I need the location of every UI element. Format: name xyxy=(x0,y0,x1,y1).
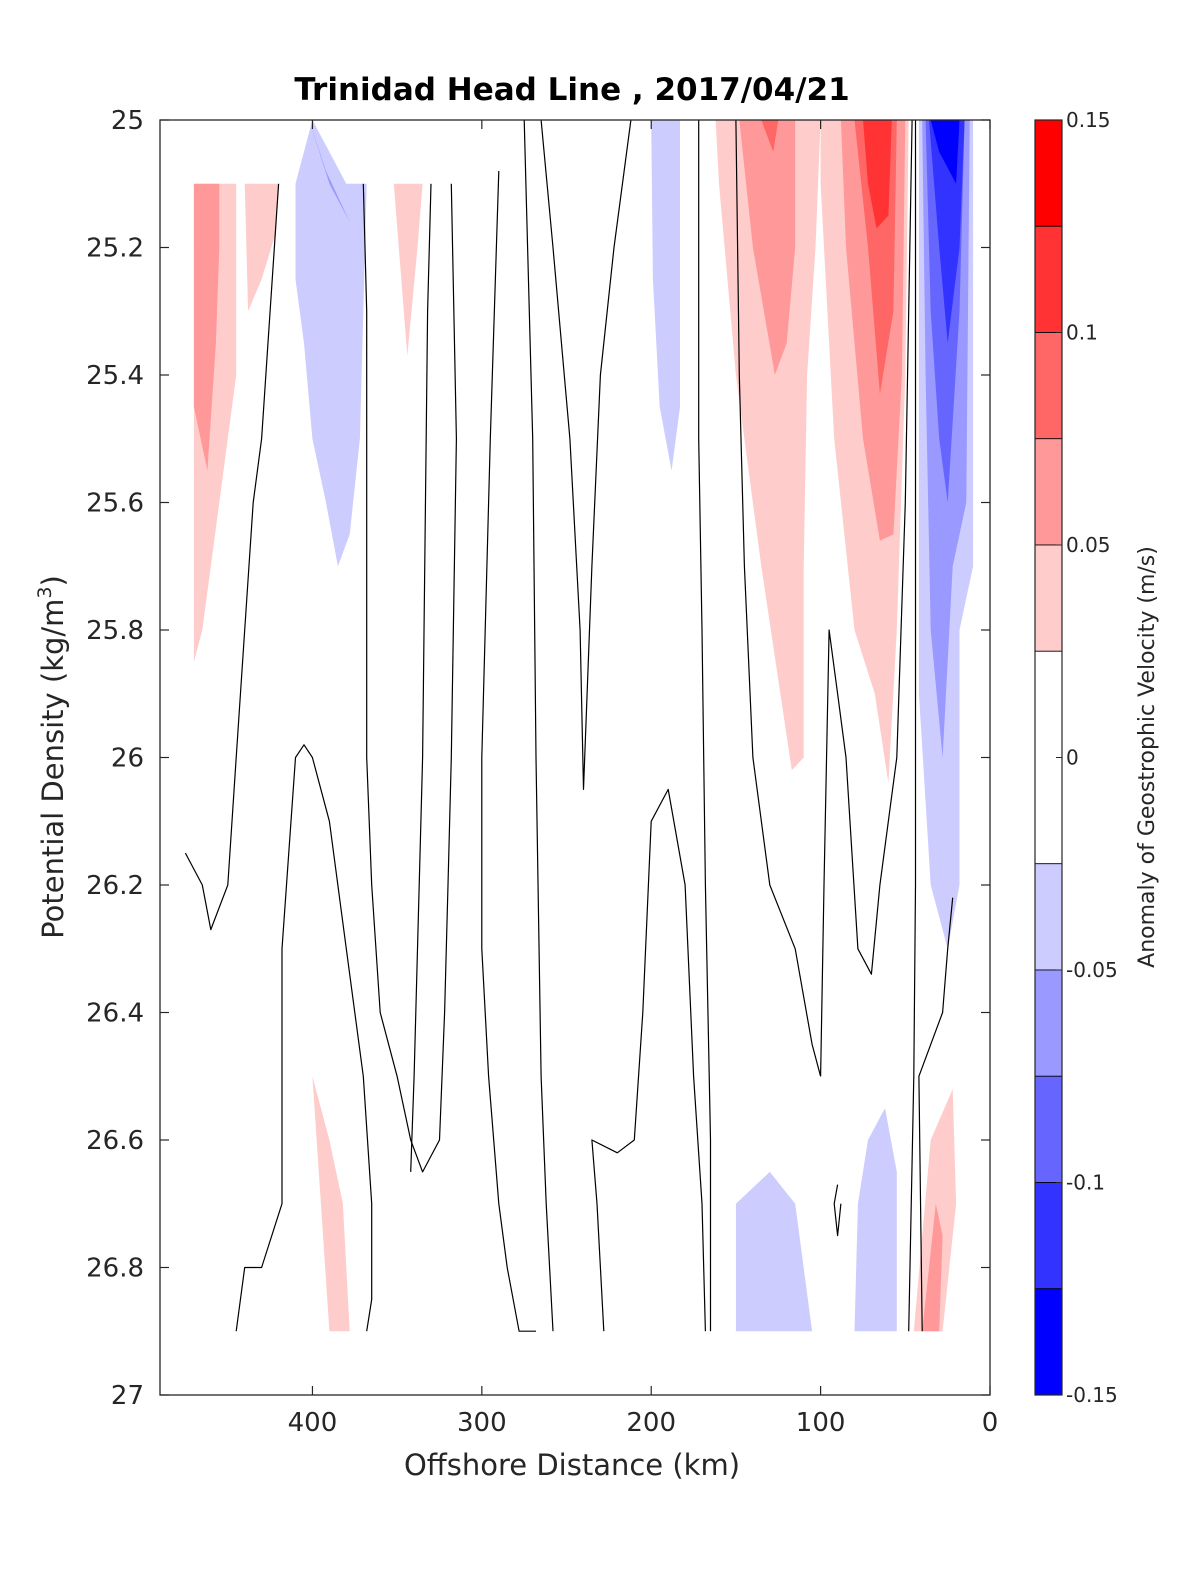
filled-region-22 xyxy=(913,1089,957,1332)
contour-line-10 xyxy=(820,120,913,1077)
x-tick-label: 300 xyxy=(457,1408,507,1438)
y-axis-label-suffix: ) xyxy=(36,575,70,586)
filled-region-7 xyxy=(715,120,821,771)
contour-line-13 xyxy=(918,897,954,1332)
x-tick-label: 0 xyxy=(982,1408,999,1438)
contour-line-1 xyxy=(235,744,373,1332)
y-tick-label: 27 xyxy=(111,1381,144,1411)
x-axis-ticks: 400 300 200 100 0 xyxy=(288,120,999,1438)
y-tick-label: 26.4 xyxy=(86,999,144,1029)
x-tick-label: 200 xyxy=(626,1408,676,1438)
colorbar-block-9 xyxy=(1034,1182,1063,1290)
y-tick-label: 25.4 xyxy=(86,361,144,391)
filled-region-18 xyxy=(930,120,960,184)
colorbar-tick-label: 0 xyxy=(1066,746,1079,770)
contour-line-8 xyxy=(698,120,712,1332)
y-tick-label: 25.2 xyxy=(86,234,144,264)
filled-region-23 xyxy=(922,1203,943,1332)
y-axis-label-main: Potential Density (kg/m xyxy=(36,599,70,939)
contour-line-4 xyxy=(481,170,536,1332)
contour-lines xyxy=(184,120,954,1332)
plot-area: 400 300 200 100 0 25 25.2 25.4 25.6 25.8 26 26.2 26… xyxy=(86,106,998,1438)
colorbar-block-4 xyxy=(1034,544,1063,652)
colorbar-tick-label: -0.1 xyxy=(1066,1171,1105,1195)
contour-line-12 xyxy=(908,120,917,1332)
filled-region-9 xyxy=(761,120,779,152)
y-tick-label: 25.8 xyxy=(86,616,144,646)
colorbar: 0.15 0.1 0.05 0 -0.05 -0.1 -0.15 xyxy=(1034,108,1118,1407)
filled-region-20 xyxy=(735,1171,813,1332)
filled-region-6 xyxy=(651,120,680,471)
colorbar-ticks: 0.15 0.1 0.05 0 -0.05 -0.1 -0.15 xyxy=(1056,108,1118,1407)
filled-region-5 xyxy=(393,183,423,356)
y-axis-ticks: 25 25.2 25.4 25.6 25.8 26 26.2 26.4 26.6 26.8 27 xyxy=(86,106,990,1411)
colorbar-block-8 xyxy=(1034,1075,1063,1183)
colorbar-label: Anomaly of Geostrophic Velocity (m/s) xyxy=(1135,546,1160,968)
contour-line-6 xyxy=(523,120,554,1332)
contour-line-9 xyxy=(735,120,822,1077)
contour-line-5 xyxy=(540,120,632,791)
colorbar-block-3 xyxy=(1034,438,1063,546)
x-axis-label: Offshore Distance (km) xyxy=(404,1448,740,1482)
contour-line-11 xyxy=(833,1184,842,1237)
colorbar-tick-label: -0.15 xyxy=(1066,1383,1118,1407)
chart-title: Trinidad Head Line , 2017/04/21 xyxy=(294,72,849,108)
colorbar-tick-label: 0.15 xyxy=(1066,108,1111,132)
colorbar-tick-label: 0.1 xyxy=(1066,321,1098,345)
contour-line-7 xyxy=(591,788,706,1332)
y-axis-label: Potential Density (kg/m3) xyxy=(34,575,70,939)
colorbar-tick-label: -0.05 xyxy=(1066,958,1118,982)
filled-region-8 xyxy=(739,120,796,375)
y-tick-label: 26.2 xyxy=(86,871,144,901)
colorbar-block-0 xyxy=(1034,119,1063,227)
filled-region-2 xyxy=(244,183,279,312)
y-axis-label-superscript: 3 xyxy=(34,586,56,598)
filled-contours xyxy=(193,120,974,1332)
y-tick-label: 26 xyxy=(111,744,144,774)
filled-region-13 xyxy=(863,120,892,229)
filled-region-3 xyxy=(295,120,367,567)
filled-region-19 xyxy=(312,1076,350,1332)
y-tick-label: 26.8 xyxy=(86,1254,144,1284)
filled-region-1 xyxy=(193,183,220,471)
colorbar-block-6 xyxy=(1034,863,1063,971)
x-tick-label: 400 xyxy=(288,1408,338,1438)
colorbar-tick-label: 0.05 xyxy=(1066,533,1111,557)
colorbar-block-2 xyxy=(1034,332,1063,440)
colorbar-blocks xyxy=(1034,119,1063,1396)
filled-region-21 xyxy=(854,1108,897,1332)
y-tick-label: 25.6 xyxy=(86,489,144,519)
y-tick-label: 26.6 xyxy=(86,1126,144,1156)
contour-line-2 xyxy=(362,183,457,1173)
x-tick-label: 100 xyxy=(796,1408,846,1438)
colorbar-block-10 xyxy=(1034,1288,1063,1396)
colorbar-block-7 xyxy=(1034,969,1063,1077)
colorbar-block-1 xyxy=(1034,225,1063,333)
y-tick-label: 25 xyxy=(111,106,144,136)
contour-line-3 xyxy=(410,183,432,1172)
contour-line-0 xyxy=(184,183,280,931)
